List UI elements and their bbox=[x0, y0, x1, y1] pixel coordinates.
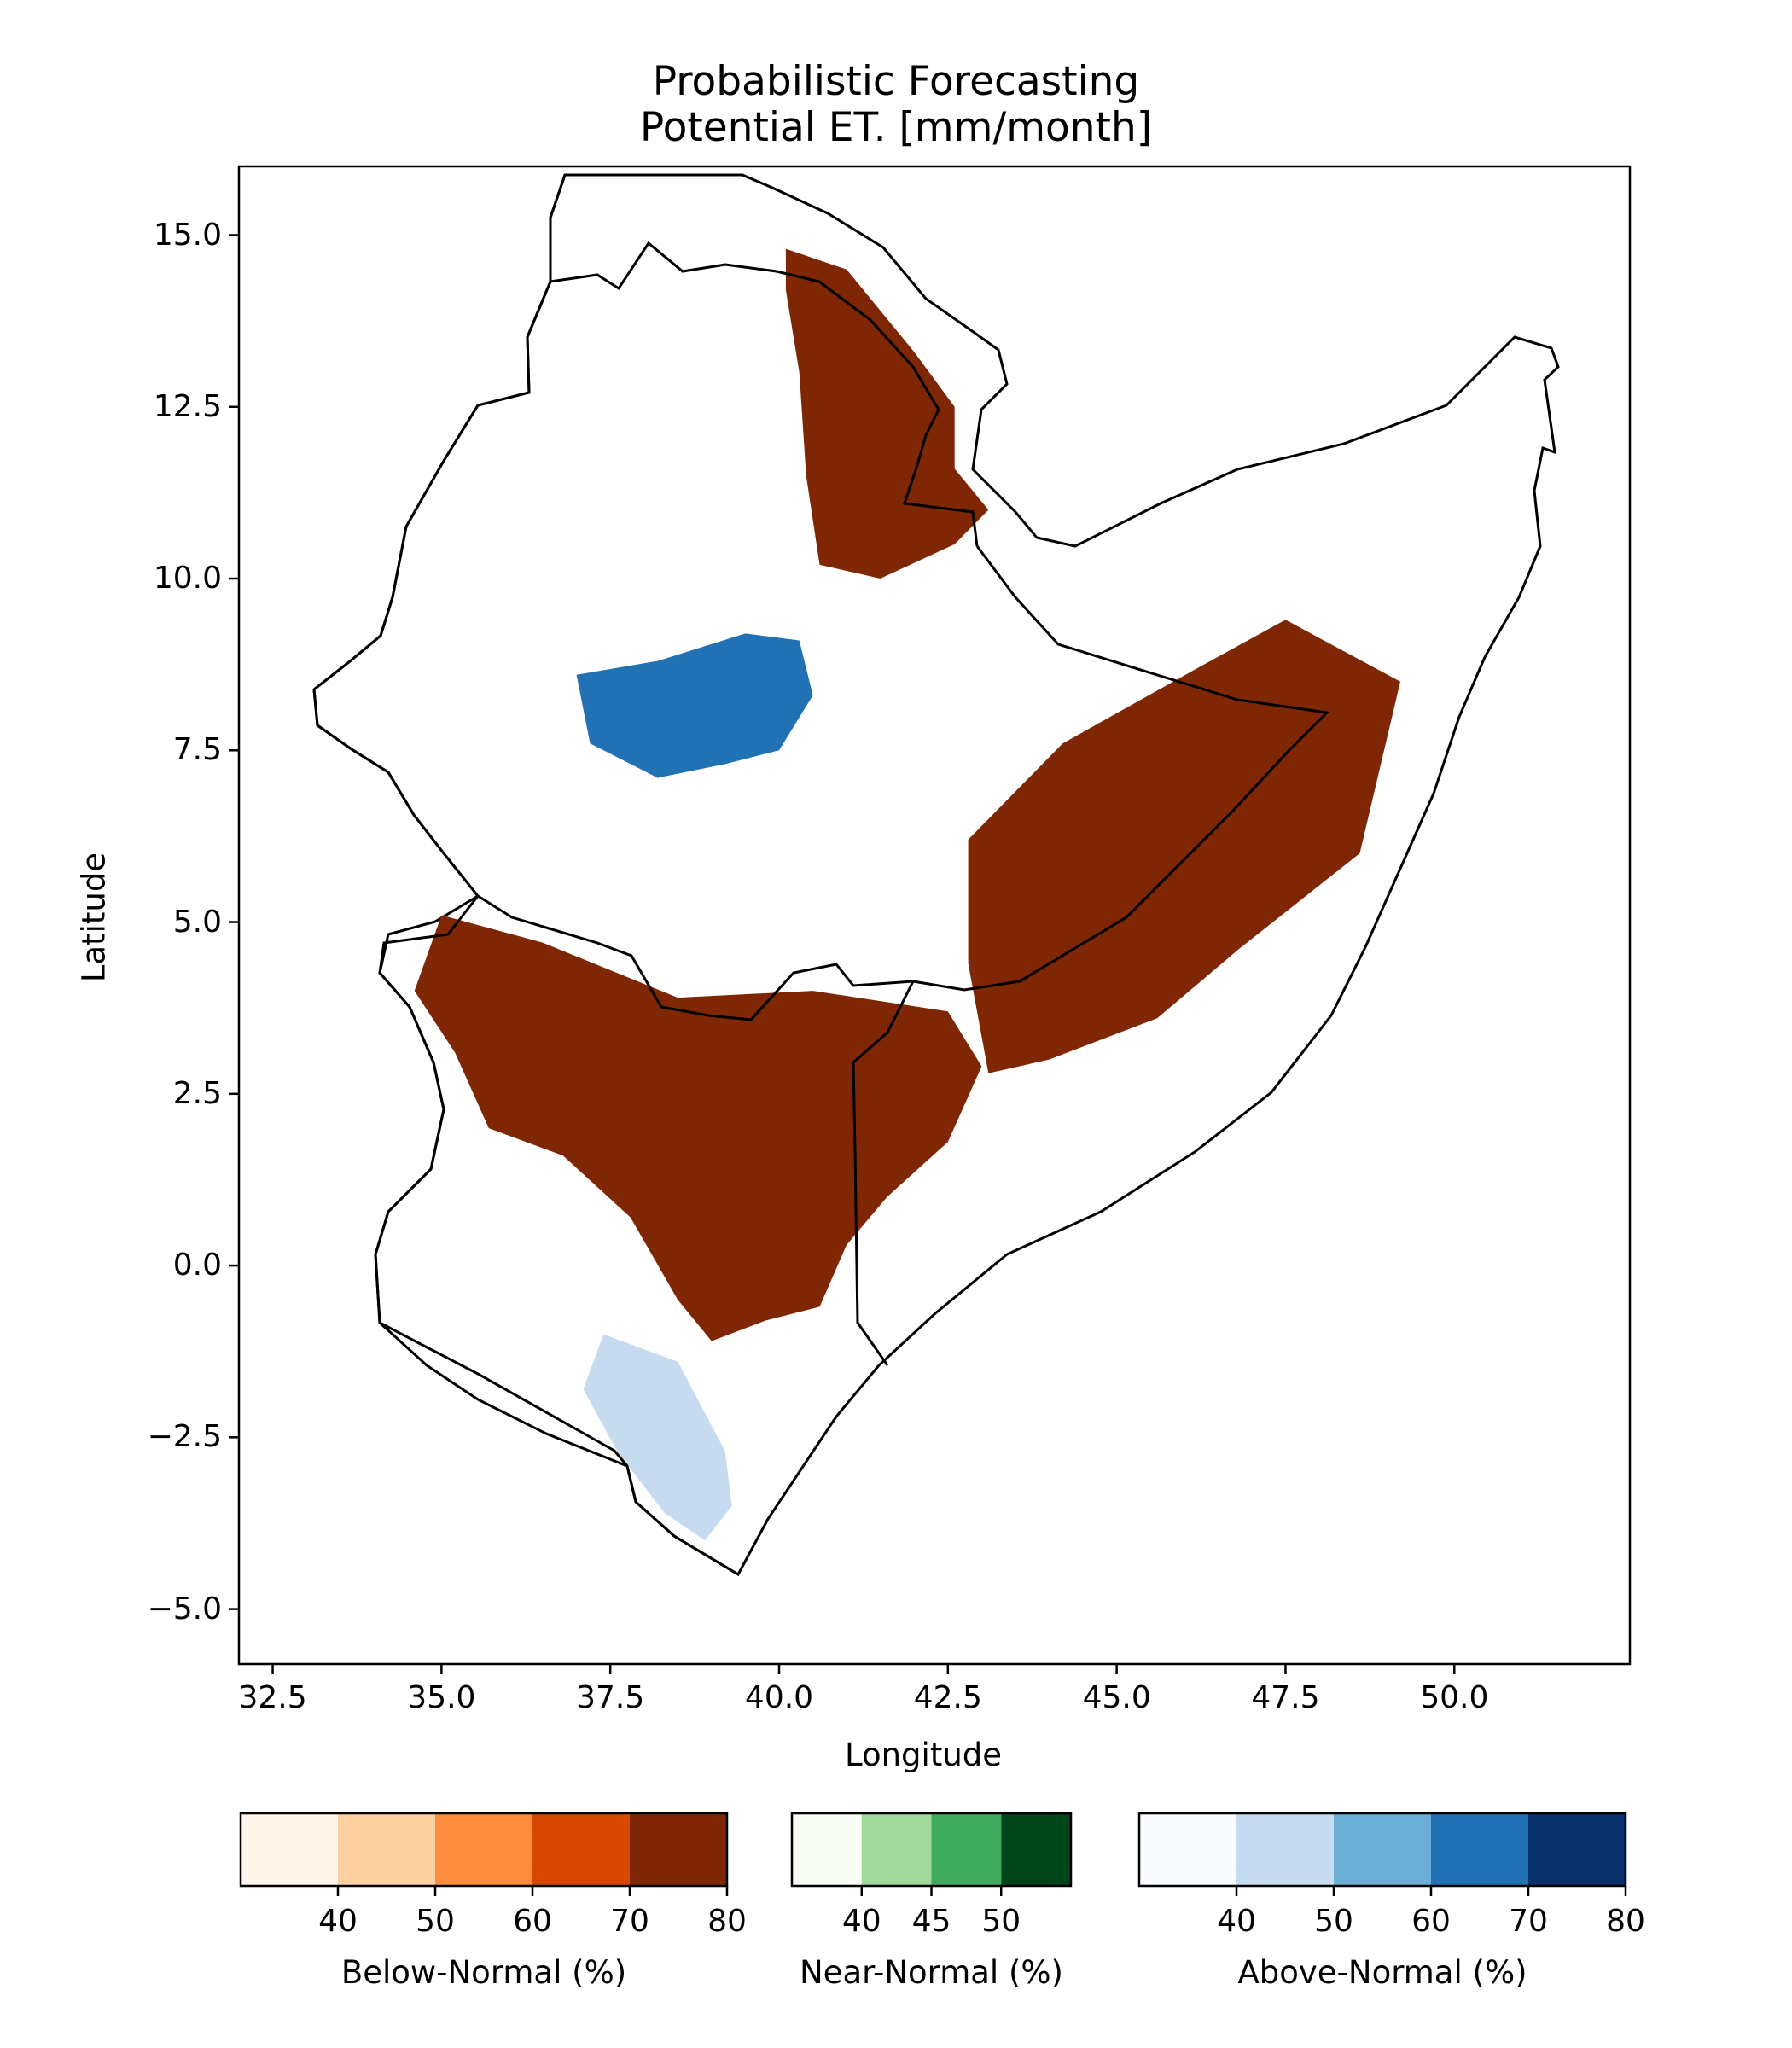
below-colorbar-tick-label: 70 bbox=[610, 1904, 649, 1939]
y-tick-marks bbox=[229, 234, 239, 1610]
near-colorbar-segment bbox=[1001, 1813, 1071, 1886]
ethiopia-somalia-border bbox=[912, 545, 1330, 992]
probability-regions bbox=[414, 248, 1400, 1541]
x-tick-label: 37.5 bbox=[576, 1680, 645, 1715]
y-tick-label: 10.0 bbox=[153, 561, 222, 596]
above-colorbar-tick-label: 50 bbox=[1314, 1904, 1353, 1939]
eritrea-ethiopia-border bbox=[550, 241, 940, 410]
above-colorbar-tick-label: 70 bbox=[1509, 1904, 1548, 1939]
near-colorbar-segment bbox=[861, 1813, 932, 1886]
above-colorbar-segment bbox=[1528, 1813, 1626, 1886]
x-tick-label: 35.0 bbox=[407, 1680, 476, 1715]
above-colorbar-label: Above-Normal (%) bbox=[1237, 1954, 1527, 1991]
y-tick-label: 12.5 bbox=[153, 388, 222, 424]
near-colorbar-tick-label: 45 bbox=[911, 1904, 951, 1939]
near-colorbar-tick-label: 50 bbox=[981, 1904, 1021, 1939]
above-colorbar-segment bbox=[1236, 1813, 1334, 1886]
above-colorbar-segment bbox=[1139, 1813, 1236, 1886]
x-axis-label: Longitude bbox=[845, 1737, 1003, 1773]
x-tick-label: 40.0 bbox=[744, 1680, 814, 1715]
y-tick-label: 2.5 bbox=[172, 1075, 222, 1111]
region-below-2 bbox=[968, 620, 1400, 1073]
below-colorbar-segment bbox=[630, 1813, 727, 1886]
below-colorbar-segment bbox=[435, 1813, 532, 1886]
near-colorbar-label: Near-Normal (%) bbox=[800, 1954, 1063, 1991]
below-colorbar-segment bbox=[338, 1813, 435, 1886]
kenya-uganda-border bbox=[374, 895, 480, 1324]
below-normal-colorbar bbox=[239, 1812, 729, 1896]
ethiopia-kenya-border bbox=[477, 894, 914, 1021]
below-colorbar-segment bbox=[532, 1813, 630, 1886]
y-tick-label: −5.0 bbox=[147, 1591, 222, 1626]
country-borders bbox=[312, 174, 1330, 1576]
y-tick-label: −2.5 bbox=[147, 1419, 222, 1455]
above-colorbar-tick-label: 60 bbox=[1411, 1904, 1451, 1939]
below-colorbar-tick-label: 80 bbox=[707, 1904, 747, 1939]
y-tick-label: 7.5 bbox=[172, 732, 222, 768]
near-normal-colorbar bbox=[790, 1812, 1073, 1896]
kenya-somalia-border bbox=[852, 980, 915, 1366]
below-colorbar-frame bbox=[239, 1812, 729, 1888]
below-colorbar-tick-label: 50 bbox=[416, 1904, 455, 1939]
near-colorbar-tick-label: 40 bbox=[841, 1904, 881, 1939]
x-tick-label: 47.5 bbox=[1251, 1680, 1320, 1715]
below-colorbar-label: Below-Normal (%) bbox=[340, 1954, 627, 1991]
y-tick-label: 15.0 bbox=[153, 217, 222, 253]
region-below-0 bbox=[785, 248, 989, 579]
y-tick-label: 5.0 bbox=[172, 904, 222, 940]
x-tick-marks bbox=[271, 1664, 1456, 1674]
above-colorbar-frame bbox=[1137, 1812, 1627, 1888]
ethiopia-djibouti-border bbox=[902, 409, 979, 547]
above-colorbar-tick-label: 40 bbox=[1217, 1904, 1256, 1939]
sudan-ethiopia-border bbox=[312, 174, 567, 897]
map-layer bbox=[312, 173, 1560, 1577]
y-tick-label: 0.0 bbox=[172, 1248, 222, 1283]
region-above-4 bbox=[576, 633, 813, 778]
region-below-1 bbox=[414, 915, 982, 1341]
above-colorbar-segment bbox=[1431, 1813, 1528, 1886]
below-colorbar-tick-label: 40 bbox=[318, 1904, 358, 1939]
x-tick-label: 45.0 bbox=[1082, 1680, 1151, 1715]
below-colorbar-tick-label: 60 bbox=[513, 1904, 552, 1939]
near-colorbar-segment bbox=[931, 1813, 1002, 1886]
near-colorbar-segment bbox=[792, 1813, 862, 1886]
above-normal-colorbar bbox=[1137, 1812, 1627, 1896]
y-axis-label: Latitude bbox=[75, 852, 113, 983]
below-colorbar-segment bbox=[241, 1813, 338, 1886]
above-colorbar-tick-label: 80 bbox=[1606, 1904, 1645, 1939]
region-above-5 bbox=[583, 1334, 732, 1541]
x-tick-label: 32.5 bbox=[238, 1680, 307, 1715]
x-tick-label: 50.0 bbox=[1420, 1680, 1489, 1715]
chart-subtitle: Potential ET. [mm/month] bbox=[639, 104, 1153, 151]
chart-title: Probabilistic Forecasting bbox=[652, 58, 1140, 105]
kenya-tanzania-border bbox=[379, 1321, 739, 1576]
above-colorbar-segment bbox=[1334, 1813, 1431, 1886]
plot-frame bbox=[237, 165, 1632, 1666]
x-tick-label: 42.5 bbox=[913, 1680, 982, 1715]
